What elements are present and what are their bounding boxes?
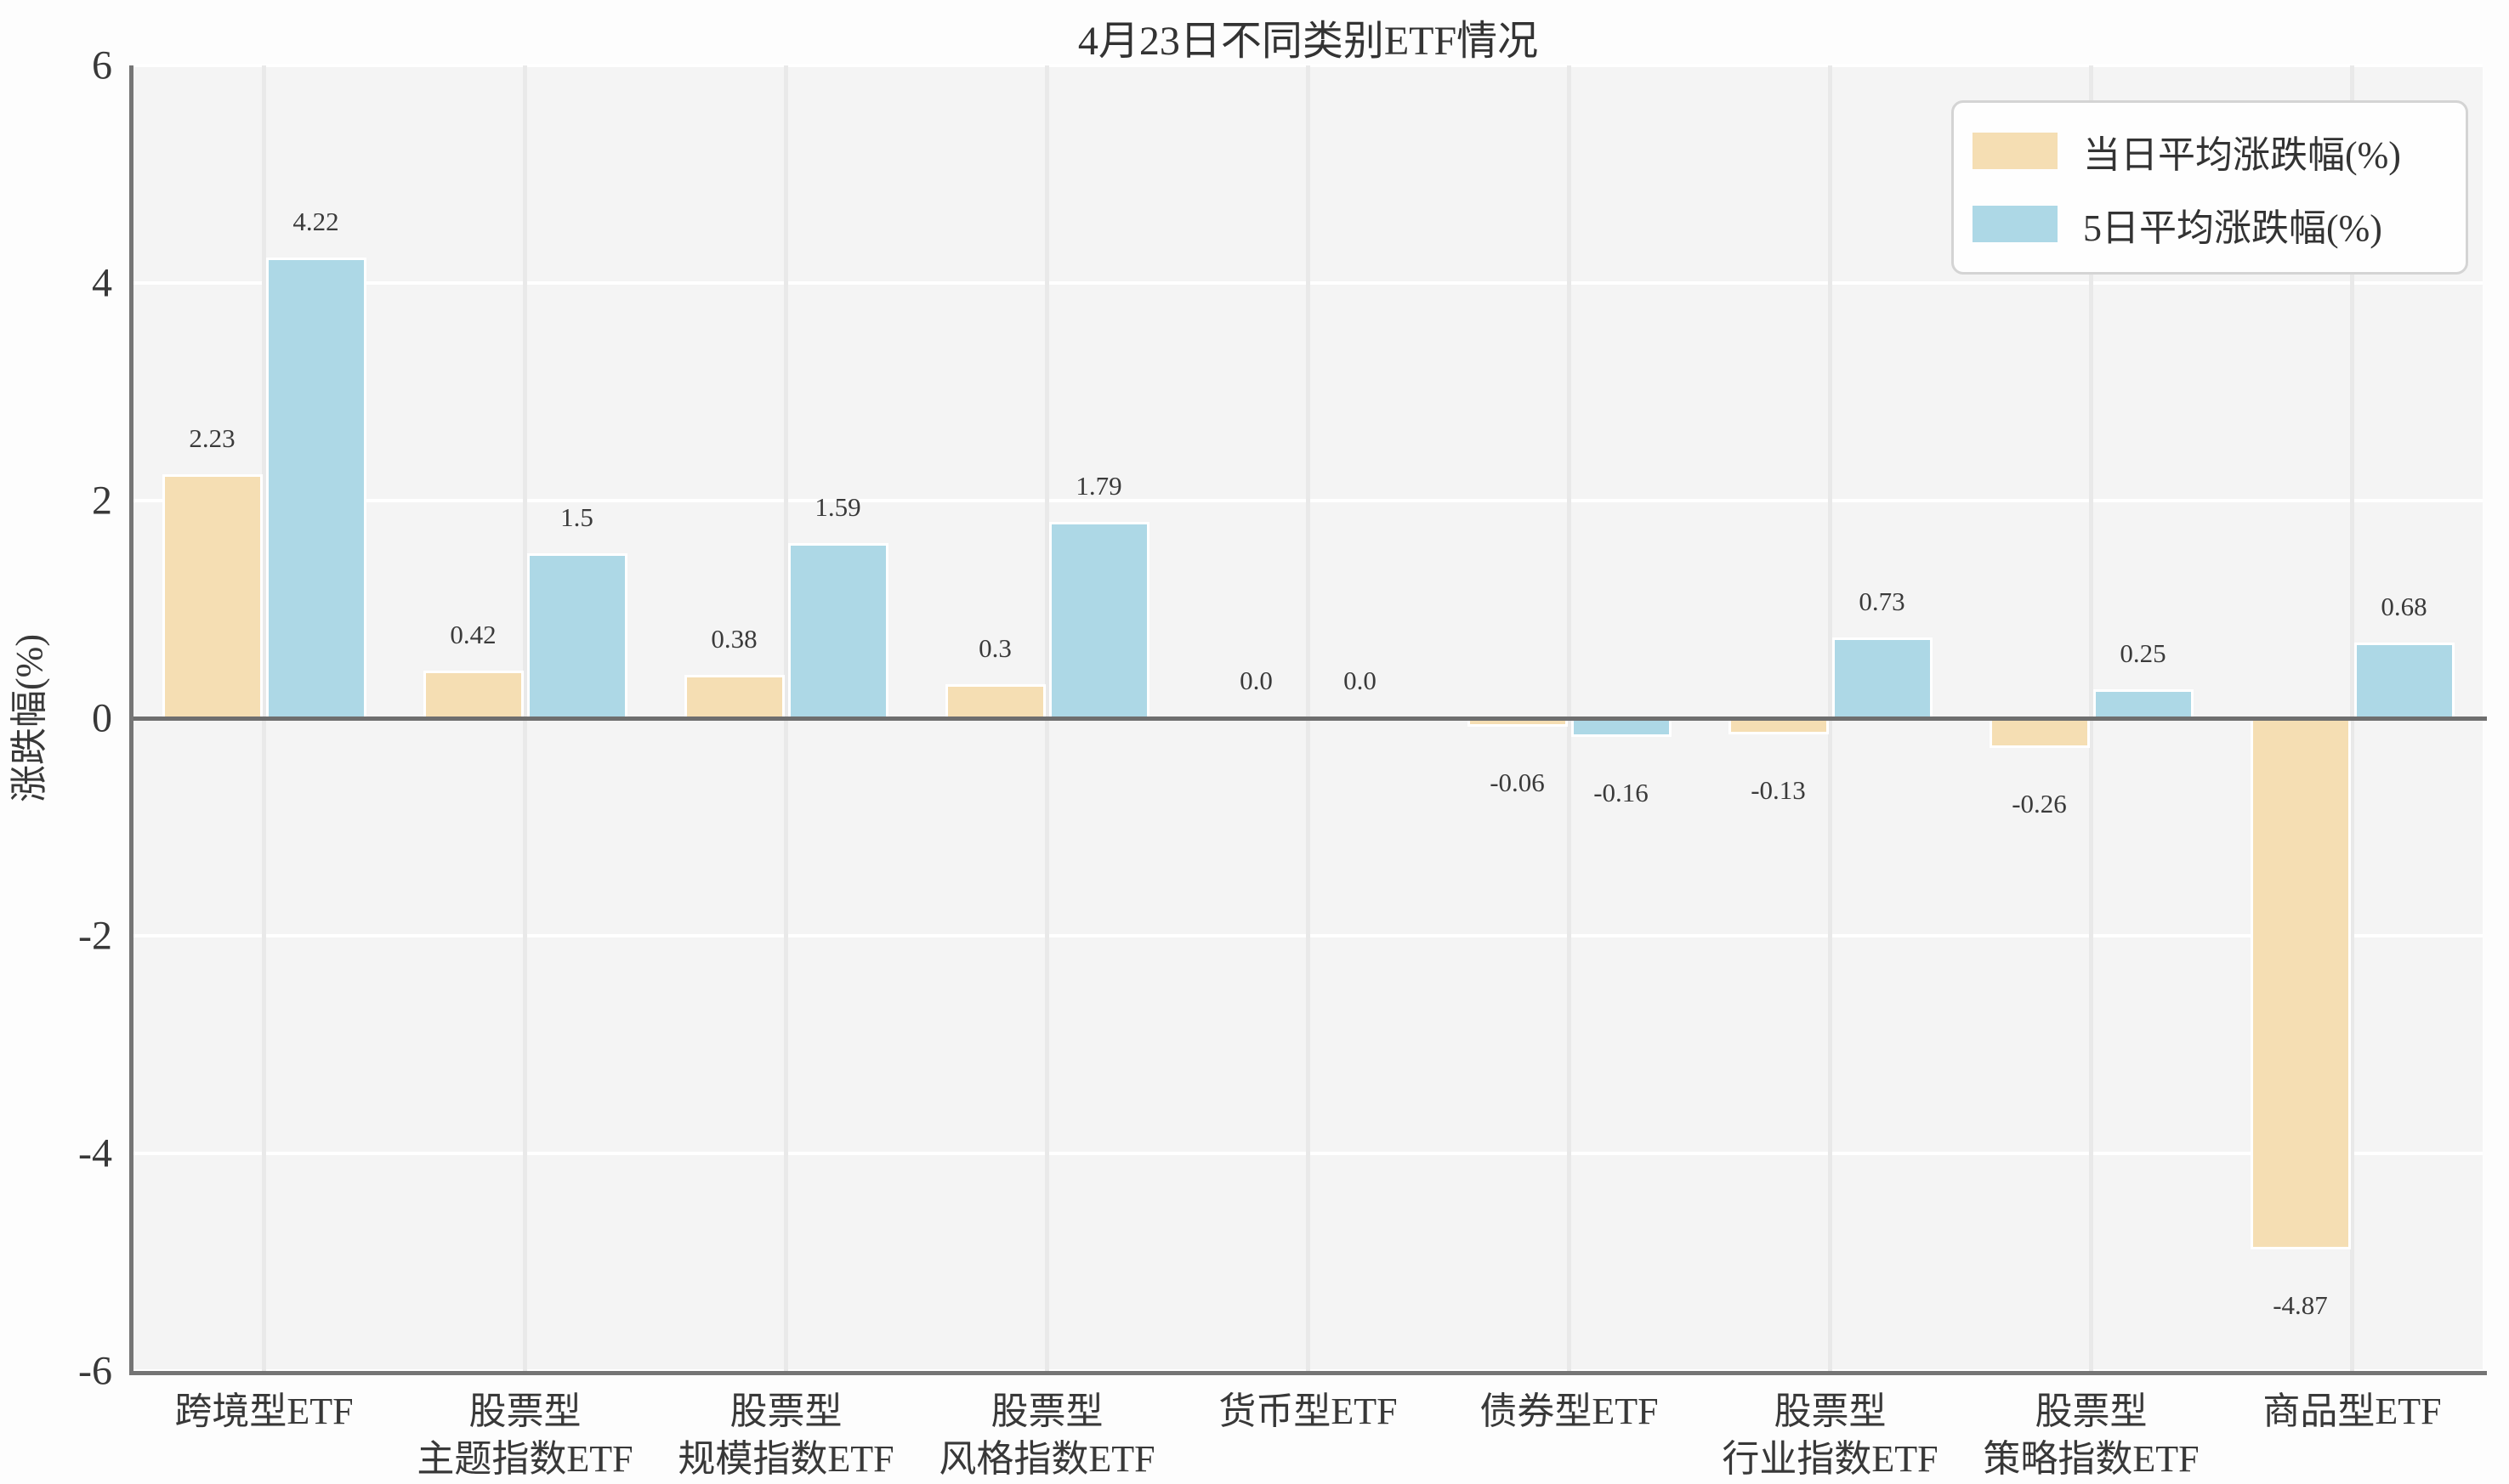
bar-5day — [787, 543, 888, 720]
bar-day — [2250, 717, 2351, 1250]
legend: 当日平均涨跌幅(%) 5日平均涨跌幅(%) — [1951, 100, 2468, 275]
y-tick-label: 0 — [92, 695, 112, 741]
x-tick-label-line: 股票型 — [1774, 1391, 1887, 1432]
bar-value-label: 0.38 — [711, 624, 758, 654]
x-tick-label-line: 债券型ETF — [1479, 1391, 1659, 1432]
bar-value-label: 2.23 — [189, 422, 236, 453]
bar-day — [423, 671, 524, 720]
bar-value-label: 1.5 — [560, 502, 593, 532]
x-tick-label-line: 跨境型ETF — [174, 1391, 354, 1432]
x-tick-label-line: 行业指数ETF — [1722, 1438, 1939, 1480]
bar-value-label: 1.59 — [815, 492, 861, 523]
bottom-axis-spine — [129, 1371, 2487, 1375]
legend-label-day: 当日平均涨跌幅(%) — [2083, 133, 2401, 176]
bar-value-label: -0.26 — [2012, 789, 2067, 819]
legend-label-5day: 5日平均涨跌幅(%) — [2083, 207, 2382, 249]
bar-day — [684, 675, 785, 720]
x-tick-label: 股票型风格指数ETF — [869, 1388, 1226, 1483]
y-tick-label: -6 — [78, 1348, 112, 1394]
x-tick-label-line: 股票型 — [2035, 1391, 2148, 1432]
bar-value-label: -0.13 — [1751, 774, 1806, 805]
x-tick-label-line: 策略指数ETF — [1983, 1438, 2200, 1480]
bar-day — [1989, 717, 2090, 749]
x-tick-label-line: 股票型 — [468, 1391, 582, 1432]
bar-value-label: 4.22 — [292, 206, 339, 236]
bar-5day — [2353, 642, 2455, 720]
legend-row: 5日平均涨跌幅(%) — [1973, 197, 2466, 252]
x-tick-label-line: 货币型ETF — [1218, 1391, 1398, 1432]
legend-swatch-5day — [1973, 206, 2058, 242]
bar-5day — [265, 257, 366, 720]
y-tick-label: 4 — [92, 260, 112, 306]
y-tick-label: 2 — [92, 478, 112, 524]
bar-value-label: 0.0 — [1240, 666, 1273, 695]
bar-value-label: 1.79 — [1076, 470, 1122, 501]
x-tick-label-line: 商品型ETF — [2262, 1391, 2442, 1432]
bar-value-label: -0.16 — [1593, 778, 1649, 808]
chart-title: 4月23日不同类别ETF情况 — [1077, 19, 1539, 64]
bar-value-label: -0.06 — [1490, 767, 1545, 797]
bar-value-label: 0.0 — [1343, 666, 1377, 695]
x-tick-label: 股票型行业指数ETF — [1652, 1388, 2009, 1483]
left-axis-spine — [129, 65, 133, 1375]
zero-axis-line — [129, 716, 2487, 721]
x-tick-label: 股票型主题指数ETF — [347, 1388, 704, 1483]
y-tick-label: 6 — [92, 42, 112, 88]
legend-row: 当日平均涨跌幅(%) — [1973, 124, 2466, 178]
x-tick-label: 股票型策略指数ETF — [1913, 1388, 2270, 1483]
y-tick-label: -4 — [78, 1130, 112, 1176]
x-tick-label-line: 股票型 — [991, 1391, 1104, 1432]
y-tick-label: -2 — [78, 913, 112, 959]
bar-value-label: 0.73 — [1859, 586, 1905, 616]
bar-value-label: 0.68 — [2381, 591, 2427, 621]
bar-value-label: 0.42 — [450, 620, 497, 650]
legend-swatch-day — [1973, 133, 2058, 169]
bar-5day — [1831, 637, 1933, 720]
x-tick-label-line: 风格指数ETF — [939, 1438, 1155, 1480]
bar-value-label: 0.3 — [979, 632, 1012, 663]
x-tick-label-line: 规模指数ETF — [678, 1438, 894, 1480]
x-tick-label: 货币型ETF — [1130, 1388, 1487, 1436]
x-tick-label-line: 主题指数ETF — [417, 1438, 633, 1480]
bar-day — [162, 473, 263, 720]
x-tick-label: 债券型ETF — [1391, 1388, 1748, 1436]
x-tick-label: 跨境型ETF — [86, 1388, 443, 1436]
bar-value-label: -4.87 — [2273, 1290, 2328, 1321]
x-tick-label: 商品型ETF — [2174, 1388, 2509, 1436]
bar-day — [945, 683, 1046, 720]
bar-value-label: 0.25 — [2120, 638, 2166, 668]
bar-5day — [1048, 521, 1149, 720]
x-tick-label: 股票型规模指数ETF — [608, 1388, 965, 1483]
x-tick-label-line: 股票型 — [729, 1391, 843, 1432]
